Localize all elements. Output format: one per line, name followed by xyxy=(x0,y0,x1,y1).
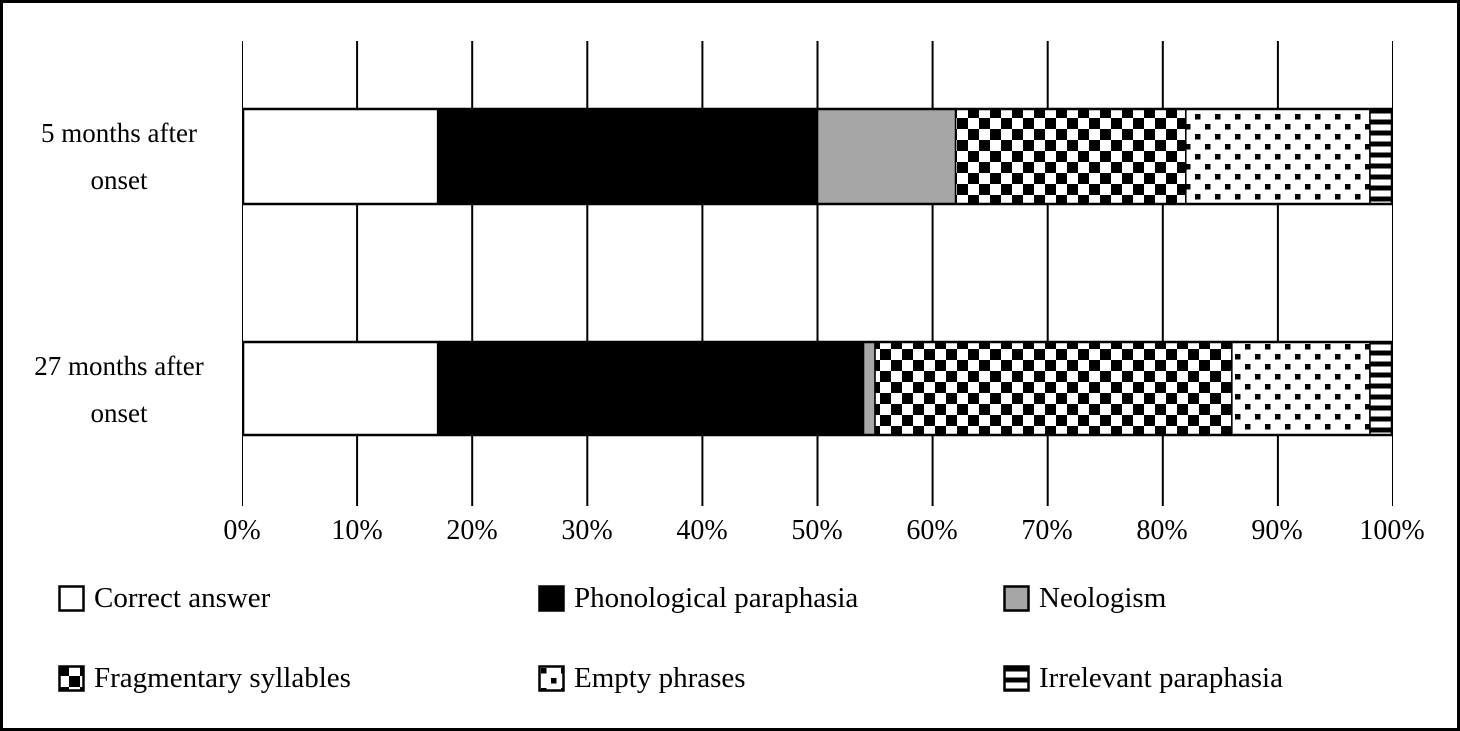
legend-swatch-hlines-icon xyxy=(1003,664,1030,692)
bar-segment xyxy=(1231,341,1371,436)
category-label-line: 27 months after xyxy=(34,351,204,382)
plot-svg xyxy=(241,41,1394,506)
x-tick-label: 70% xyxy=(1021,515,1073,546)
legend-label: Neologism xyxy=(1039,581,1167,614)
bar-segment xyxy=(816,108,957,205)
bar-outline xyxy=(241,340,1394,437)
legend-label: Phonological paraphasia xyxy=(574,581,859,614)
x-tick-label: 0% xyxy=(223,515,261,546)
x-tick-label: 100% xyxy=(1359,515,1425,546)
legend-item-irrelevant-paraphasia: Irrelevant paraphasia xyxy=(1003,658,1283,698)
x-tick-label: 90% xyxy=(1251,515,1303,546)
legend-item-neologism: Neologism xyxy=(1003,578,1166,618)
bar-segment xyxy=(1369,108,1394,205)
x-tick-label: 50% xyxy=(791,515,843,546)
bar-segment xyxy=(241,108,439,205)
bar-segment xyxy=(436,108,819,205)
x-tick-label: 60% xyxy=(906,515,958,546)
legend-label: Correct answer xyxy=(94,581,271,614)
bar-segment xyxy=(241,341,439,436)
legend-item-phonological-paraphasia: Phonological paraphasia xyxy=(538,578,858,618)
plot-area xyxy=(241,41,1394,506)
legend-swatch-white-icon xyxy=(58,584,85,612)
legend-item-fragmentary-syllables: Fragmentary syllables xyxy=(58,658,351,698)
x-tick-label: 10% xyxy=(331,515,383,546)
legend-swatch-dots-icon xyxy=(538,664,565,692)
category-label-27-months: 27 months after onset xyxy=(3,343,235,436)
category-label-line: onset xyxy=(90,397,148,428)
legend-swatch-gray-icon xyxy=(1003,584,1030,612)
bar-outline xyxy=(241,107,1394,206)
legend-label: Fragmentary syllables xyxy=(94,661,351,694)
legend-item-empty-phrases: Empty phrases xyxy=(538,658,746,698)
bar-segment xyxy=(862,341,876,436)
x-tick-label: 30% xyxy=(561,515,613,546)
x-tick-label: 40% xyxy=(676,515,728,546)
legend-label: Irrelevant paraphasia xyxy=(1039,661,1283,694)
bar-segment xyxy=(954,108,1187,205)
legend-swatch-checkerboard-icon xyxy=(58,664,85,692)
legend-swatch-black-icon xyxy=(538,584,565,612)
legend-label: Empty phrases xyxy=(574,661,746,694)
x-tick-label: 80% xyxy=(1136,515,1188,546)
bar-segment xyxy=(1185,108,1371,205)
bar-segment xyxy=(1369,341,1394,436)
category-label-line: onset xyxy=(90,165,148,196)
category-label-line: 5 months after xyxy=(41,117,197,148)
x-tick-label: 20% xyxy=(446,515,498,546)
category-label-5-months: 5 months after onset xyxy=(3,109,235,204)
bar-segment xyxy=(436,341,865,436)
legend-item-correct-answer: Correct answer xyxy=(58,578,270,618)
bar-segment xyxy=(874,341,1233,436)
